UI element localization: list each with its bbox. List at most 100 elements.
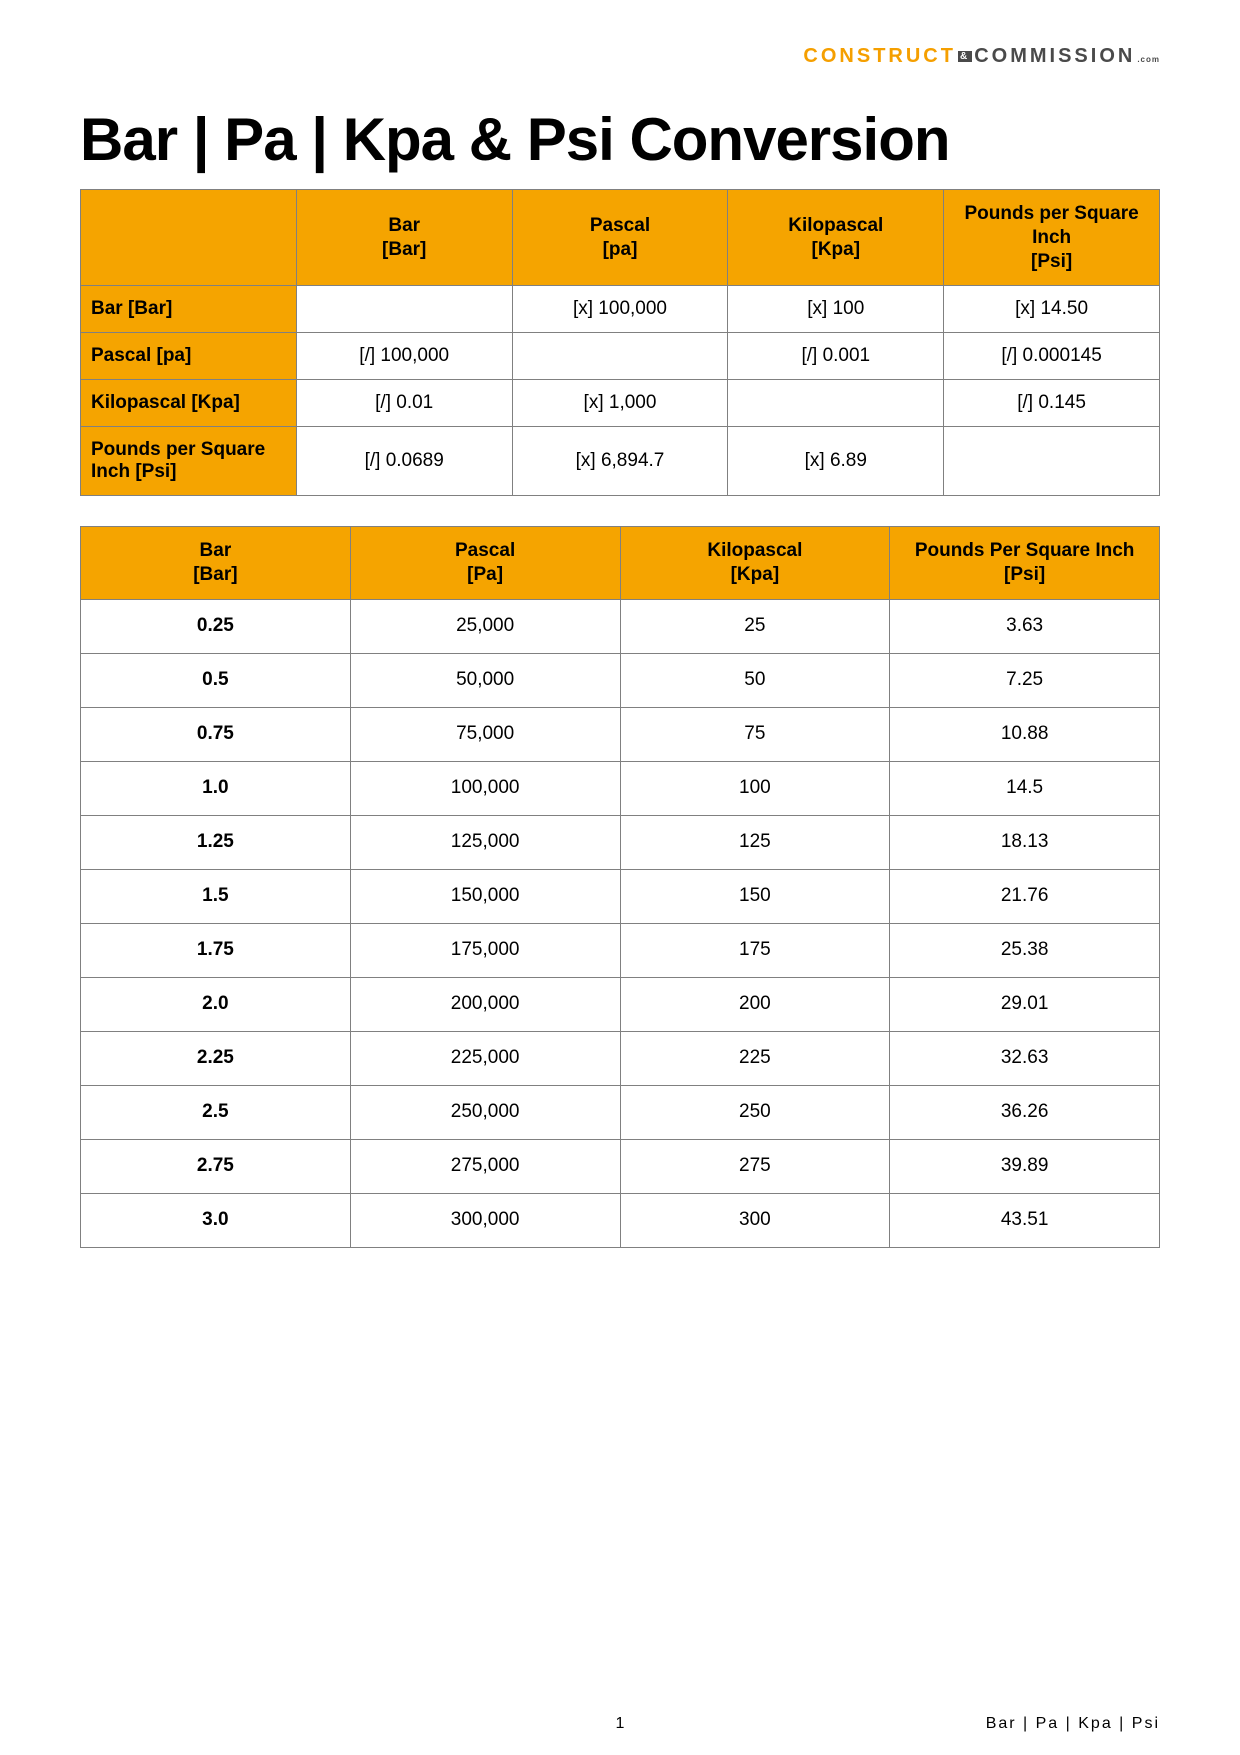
- factor-col-pa: Pascal[pa]: [512, 190, 728, 286]
- value-cell: 50,000: [350, 653, 620, 707]
- table-row: 1.5150,00015021.76: [81, 869, 1160, 923]
- factor-header-blank: [81, 190, 297, 286]
- table-row: 1.75175,00017525.38: [81, 923, 1160, 977]
- brand-badge: &: [958, 51, 972, 62]
- factor-cell: [x] 100,000: [512, 286, 728, 333]
- brand-right: COMMISSION: [974, 45, 1135, 67]
- value-cell: 0.5: [81, 653, 351, 707]
- brand-logo: CONSTRUCT&COMMISSION.com: [803, 45, 1160, 68]
- factor-row-label: Pascal [pa]: [81, 333, 297, 380]
- factor-cell: [296, 286, 512, 333]
- footer-category: Bar | Pa | Kpa | Psi: [986, 1715, 1160, 1733]
- factor-row-label: Kilopascal [Kpa]: [81, 380, 297, 427]
- value-cell: 175,000: [350, 923, 620, 977]
- table-row: 2.5250,00025036.26: [81, 1085, 1160, 1139]
- brand-left: CONSTRUCT: [803, 45, 956, 67]
- factor-col-kpa: Kilopascal[Kpa]: [728, 190, 944, 286]
- value-cell: 2.75: [81, 1139, 351, 1193]
- value-cell: 200: [620, 977, 890, 1031]
- factor-cell: [/] 0.000145: [944, 333, 1160, 380]
- value-col-bar: Bar[Bar]: [81, 527, 351, 600]
- value-cell: 18.13: [890, 815, 1160, 869]
- value-col-pa: Pascal[Pa]: [350, 527, 620, 600]
- value-cell: 3.63: [890, 599, 1160, 653]
- value-cell: 2.0: [81, 977, 351, 1031]
- value-cell: 125: [620, 815, 890, 869]
- factor-cell: [512, 333, 728, 380]
- table-row: 0.550,000507.25: [81, 653, 1160, 707]
- value-cell: 21.76: [890, 869, 1160, 923]
- value-cell: 1.25: [81, 815, 351, 869]
- value-cell: 1.5: [81, 869, 351, 923]
- value-cell: 14.5: [890, 761, 1160, 815]
- value-cell: 29.01: [890, 977, 1160, 1031]
- value-col-kpa: Kilopascal[Kpa]: [620, 527, 890, 600]
- factor-row-label: Pounds per Square Inch [Psi]: [81, 427, 297, 496]
- value-cell: 10.88: [890, 707, 1160, 761]
- factor-cell: [/] 0.145: [944, 380, 1160, 427]
- value-cell: 150: [620, 869, 890, 923]
- factor-cell: [x] 100: [728, 286, 944, 333]
- brand-suffix: .com: [1137, 55, 1160, 64]
- value-cell: 1.75: [81, 923, 351, 977]
- factor-col-psi: Pounds per Square Inch[Psi]: [944, 190, 1160, 286]
- table-row: 3.0300,00030043.51: [81, 1193, 1160, 1247]
- table-row: 0.2525,000253.63: [81, 599, 1160, 653]
- factor-cell: [x] 6.89: [728, 427, 944, 496]
- factor-cell: [x] 14.50: [944, 286, 1160, 333]
- value-cell: 7.25: [890, 653, 1160, 707]
- value-cell: 2.5: [81, 1085, 351, 1139]
- value-cell: 225,000: [350, 1031, 620, 1085]
- value-cell: 100,000: [350, 761, 620, 815]
- factor-cell: [/] 0.01: [296, 380, 512, 427]
- factor-cell: [x] 6,894.7: [512, 427, 728, 496]
- factor-row-label: Bar [Bar]: [81, 286, 297, 333]
- value-cell: 36.26: [890, 1085, 1160, 1139]
- page-number: 1: [616, 1715, 625, 1733]
- factor-cell: [/] 0.001: [728, 333, 944, 380]
- factor-cell: [/] 100,000: [296, 333, 512, 380]
- value-cell: 275: [620, 1139, 890, 1193]
- value-header-row: Bar[Bar] Pascal[Pa] Kilopascal[Kpa] Poun…: [81, 527, 1160, 600]
- factor-col-bar: Bar[Bar]: [296, 190, 512, 286]
- table-row: 0.7575,0007510.88: [81, 707, 1160, 761]
- value-cell: 0.25: [81, 599, 351, 653]
- table-row: Bar [Bar] [x] 100,000[x] 100[x] 14.50: [81, 286, 1160, 333]
- factor-cell: [944, 427, 1160, 496]
- table-row: Pascal [pa][/] 100,000 [/] 0.001[/] 0.000…: [81, 333, 1160, 380]
- factor-header-row: Bar[Bar] Pascal[pa] Kilopascal[Kpa] Poun…: [81, 190, 1160, 286]
- value-cell: 50: [620, 653, 890, 707]
- value-col-psi: Pounds Per Square Inch[Psi]: [890, 527, 1160, 600]
- table-row: 2.0200,00020029.01: [81, 977, 1160, 1031]
- value-cell: 125,000: [350, 815, 620, 869]
- value-cell: 25,000: [350, 599, 620, 653]
- value-cell: 32.63: [890, 1031, 1160, 1085]
- table-row: Kilopascal [Kpa][/] 0.01[x] 1,000 [/] 0.1…: [81, 380, 1160, 427]
- conversion-factor-table: Bar[Bar] Pascal[pa] Kilopascal[Kpa] Poun…: [80, 189, 1160, 496]
- value-cell: 100: [620, 761, 890, 815]
- table-row: 1.25125,00012518.13: [81, 815, 1160, 869]
- value-cell: 25: [620, 599, 890, 653]
- value-cell: 250,000: [350, 1085, 620, 1139]
- page-title: Bar | Pa | Kpa & Psi Conversion: [80, 105, 1160, 174]
- value-cell: 39.89: [890, 1139, 1160, 1193]
- value-cell: 300: [620, 1193, 890, 1247]
- conversion-value-table: Bar[Bar] Pascal[Pa] Kilopascal[Kpa] Poun…: [80, 526, 1160, 1248]
- value-cell: 3.0: [81, 1193, 351, 1247]
- value-cell: 250: [620, 1085, 890, 1139]
- value-cell: 25.38: [890, 923, 1160, 977]
- value-cell: 225: [620, 1031, 890, 1085]
- value-cell: 175: [620, 923, 890, 977]
- factor-cell: [/] 0.0689: [296, 427, 512, 496]
- value-cell: 150,000: [350, 869, 620, 923]
- value-cell: 75: [620, 707, 890, 761]
- value-cell: 2.25: [81, 1031, 351, 1085]
- factor-cell: [x] 1,000: [512, 380, 728, 427]
- value-cell: 300,000: [350, 1193, 620, 1247]
- table-row: 2.25225,00022532.63: [81, 1031, 1160, 1085]
- table-row: Pounds per Square Inch [Psi][/] 0.0689[x…: [81, 427, 1160, 496]
- value-cell: 75,000: [350, 707, 620, 761]
- factor-cell: [728, 380, 944, 427]
- value-cell: 200,000: [350, 977, 620, 1031]
- value-cell: 1.0: [81, 761, 351, 815]
